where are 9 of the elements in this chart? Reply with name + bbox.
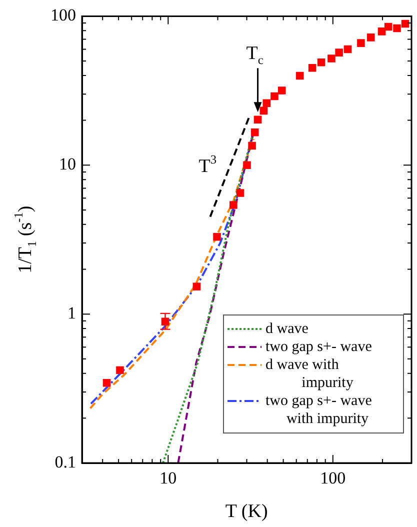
y-tick-label: 1 [68, 304, 76, 323]
y-tick-label: 10 [59, 154, 76, 174]
x-axis-title: T (K) [225, 500, 268, 522]
y-tick-label: 0.1 [54, 452, 76, 472]
legend-label: two gap s+- wave with impurity [266, 392, 372, 427]
legend-label: d wave [266, 320, 309, 337]
y-tick-label: 100 [50, 6, 76, 25]
legend-label: two gap s+- wave [266, 338, 372, 355]
y-axis-title: 1/T1 (s-1) [12, 206, 39, 274]
